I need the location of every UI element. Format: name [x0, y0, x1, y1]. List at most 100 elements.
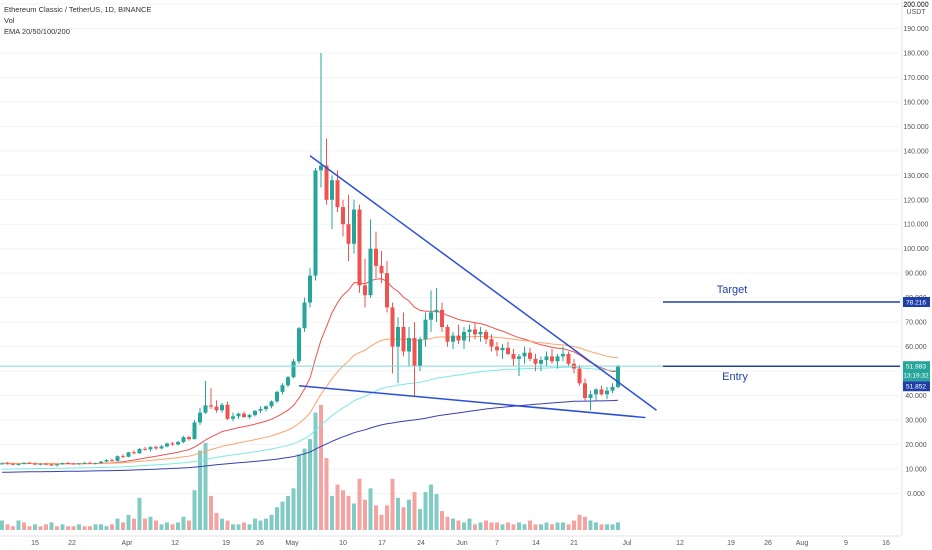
volume-bar: [324, 458, 329, 530]
candle-body: [115, 456, 120, 461]
volume-bar: [154, 520, 158, 530]
x-tick-label: 19: [222, 540, 230, 547]
candle-body: [269, 401, 274, 407]
candle-body: [555, 356, 560, 362]
volume-bar: [412, 492, 417, 530]
volume-bar: [357, 478, 362, 530]
x-tick-label: 21: [570, 540, 578, 547]
candle-body: [434, 309, 439, 313]
volume-bar: [572, 520, 576, 530]
volume-bar: [533, 524, 538, 530]
volume-indicator-label: Vol: [4, 16, 15, 25]
candle-body: [407, 338, 411, 352]
candle-body: [231, 416, 235, 419]
y-tick-label: 110.000: [904, 222, 929, 229]
volume-bar: [484, 520, 488, 530]
volume-bar: [11, 526, 15, 530]
volume-bar: [390, 478, 395, 530]
candle-body: [126, 452, 131, 457]
candle-body: [242, 413, 246, 418]
volume-bar: [286, 495, 290, 530]
ema-100-line: [1, 366, 619, 470]
volume-bar: [445, 516, 450, 530]
candle-body: [440, 309, 444, 328]
candle-body: [22, 462, 26, 465]
candle-body: [368, 248, 373, 296]
candle-body: [214, 406, 219, 411]
y-tick-label: 70.000: [905, 320, 927, 327]
candle-body: [181, 437, 186, 443]
x-tick-label: Jul: [623, 540, 632, 547]
volume-bar: [181, 516, 186, 530]
volume-bar: [71, 526, 76, 530]
ema-price-tag-text: 51.852: [906, 384, 926, 391]
last-price-tag-text: 51.983: [906, 364, 926, 371]
volume-bar: [374, 505, 378, 530]
volume-bar: [429, 484, 433, 530]
candle-body: [467, 329, 472, 332]
candle-body: [247, 415, 252, 418]
volume-bar: [517, 522, 521, 530]
volume-bar: [297, 454, 301, 530]
candle-body: [390, 307, 395, 347]
volume-bars: [0, 405, 620, 530]
x-tick-label: 9: [844, 540, 848, 547]
y-tick-label: 140.000: [903, 148, 928, 155]
volume-bar: [522, 524, 527, 530]
volume-bar: [236, 524, 241, 530]
volume-bar: [192, 490, 197, 530]
volume-bar: [242, 522, 246, 530]
candle-body: [38, 463, 43, 465]
candle-body: [220, 404, 224, 411]
y-tick-label: 150.000: [903, 124, 928, 131]
volume-bar: [253, 518, 257, 530]
candle-body: [506, 347, 510, 354]
candle-body: [324, 165, 329, 200]
candle-body: [88, 462, 92, 464]
volume-bar: [225, 520, 230, 530]
candle-body: [82, 462, 87, 464]
currency-unit: USDT: [906, 9, 926, 16]
candle-body: [0, 463, 4, 465]
candle-body: [99, 461, 103, 464]
candle-body: [594, 389, 598, 395]
x-tick-label: 26: [764, 540, 772, 547]
candle-body: [451, 335, 455, 342]
candle-body: [473, 329, 477, 335]
volume-bar: [313, 412, 318, 530]
candle-body: [522, 352, 527, 357]
candle-body: [335, 180, 340, 208]
candle-body: [165, 443, 169, 447]
y-tick-label: 130.000: [903, 173, 928, 180]
volume-bar: [456, 520, 461, 530]
volume-bar: [132, 518, 136, 530]
volume-bar: [616, 522, 620, 530]
time-axis: 15 22 Apr 12 19 26 May 10 17 24 Jun 7 14 21 Jul 12 19 26 A…: [0, 535, 900, 547]
volume-bar: [434, 494, 439, 530]
volume-bar: [566, 524, 571, 530]
volume-bar: [60, 524, 65, 530]
x-tick-label: 12: [171, 540, 179, 547]
volume-bar: [269, 514, 274, 530]
candle-body: [11, 463, 15, 465]
chart-legend: Ethereum Classic / TetherUS, 1D, BINANCE…: [4, 4, 151, 37]
candle-body: [374, 248, 378, 266]
volume-bar: [198, 450, 202, 530]
volume-bar: [539, 524, 543, 530]
y-tick-label: 100.000: [903, 246, 928, 253]
volume-bar: [16, 520, 21, 530]
y-tick-label: 200.000: [903, 2, 928, 9]
volume-bar: [506, 522, 510, 530]
volume-bar: [77, 524, 81, 530]
ema-50-line: [2, 335, 619, 465]
candle-body: [225, 404, 230, 419]
volume-bar: [451, 518, 455, 530]
y-tick-label: 190.000: [903, 26, 928, 33]
bar-countdown-text: 13:19:32: [903, 373, 929, 380]
candle-body: [203, 405, 208, 413]
candle-body: [385, 273, 389, 308]
candle-body: [275, 391, 279, 402]
volume-bar: [489, 522, 494, 530]
candle-body: [71, 463, 76, 465]
